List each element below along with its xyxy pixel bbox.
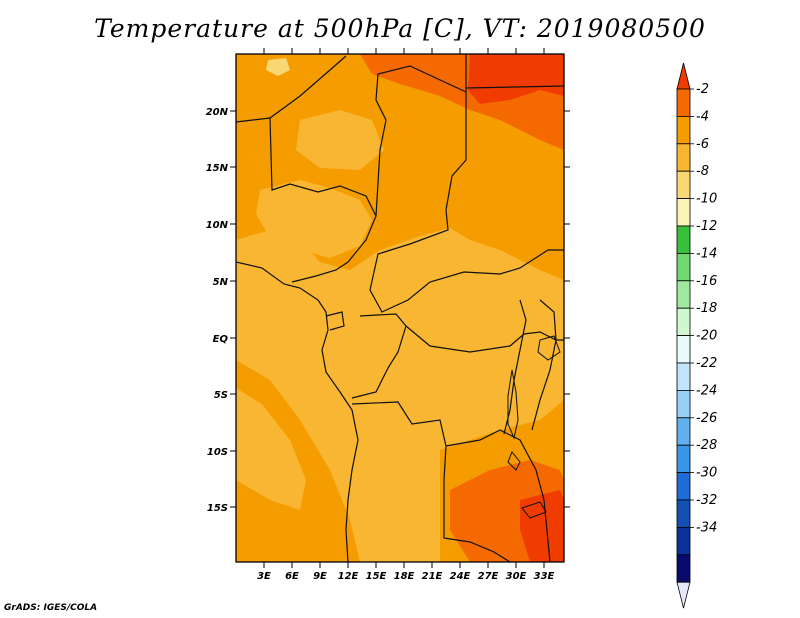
colorbar-swatch [676, 198, 691, 227]
longitude-axis [263, 48, 545, 568]
colorbar-label: -22 [696, 356, 717, 371]
colorbar-label: -24 [696, 383, 717, 398]
colorbar-swatch [676, 527, 691, 556]
lon-label: 30E [506, 571, 527, 582]
colorbar-label: -6 [696, 137, 709, 152]
lat-label: 5N [213, 277, 229, 288]
grads-credit: GrADS: IGES/COLA [4, 603, 98, 613]
colorbar-swatch [676, 499, 691, 528]
lon-label: 18E [394, 571, 415, 582]
southeast-hottest-region [520, 490, 564, 562]
colorbar: -2 -4 -6 -8 -10 -12 -14 -16 -18 -20 -22 -24 -26 -28 -3… [676, 62, 717, 609]
colorbar-bottom-arrow [676, 581, 691, 609]
lon-label: 6E [285, 571, 299, 582]
colorbar-label: -10 [696, 192, 717, 207]
colorbar-swatch [676, 335, 691, 364]
lon-label: 9E [313, 571, 327, 582]
colorbar-swatch [676, 88, 691, 117]
lon-label: 24E [450, 571, 471, 582]
colorbar-label: -28 [696, 438, 717, 453]
lat-label: 10S [207, 447, 228, 458]
colorbar-label: -14 [696, 246, 717, 261]
colorbar-label: -4 [696, 109, 709, 124]
colorbar-label: -2 [696, 82, 709, 97]
colorbar-label: -8 [696, 164, 709, 179]
sahel-patch [256, 180, 372, 258]
lon-label: 3E [257, 571, 271, 582]
lat-label: 15N [206, 163, 229, 174]
colorbar-label: -32 [696, 493, 717, 508]
colorbar-label: -16 [696, 274, 717, 289]
map-title: Temperature at 500hPa [C], VT: 201908050… [94, 14, 706, 43]
map-frame [235, 53, 565, 563]
latitude-axis [230, 110, 570, 508]
colorbar-swatch [676, 417, 691, 446]
colorbar-label: -34 [696, 520, 717, 535]
colorbar-label: -18 [696, 301, 717, 316]
atlantic-light-band [236, 388, 306, 510]
colorbar-swatch [676, 444, 691, 474]
colorbar-swatch [676, 225, 691, 254]
country-borders [236, 54, 564, 562]
northern-light-patch [296, 110, 384, 170]
northeast-hottest-region [468, 54, 564, 104]
lake-outlines [507, 335, 561, 519]
colorbar-top-arrow [676, 62, 691, 90]
colorbar-swatch [676, 170, 691, 199]
colorbar-swatch [676, 554, 691, 583]
lon-label: 12E [338, 571, 359, 582]
colorbar-swatch [676, 472, 691, 501]
colorbar-swatch [676, 116, 691, 145]
colorbar-swatch [676, 389, 691, 419]
colorbar-swatch [676, 307, 691, 337]
lat-label: 10N [206, 220, 229, 231]
lon-label: 15E [366, 571, 387, 582]
pale-speck [266, 58, 290, 76]
colorbar-swatch [676, 252, 691, 282]
lat-label: EQ [213, 334, 229, 345]
colorbar-label: -12 [696, 219, 717, 234]
lon-label: 21E [422, 571, 443, 582]
latitude-labels: 20N 15N 10N 5N EQ 5S 10S 15S [206, 107, 229, 514]
colorbar-swatch [676, 280, 691, 309]
lat-label: 20N [206, 107, 229, 118]
colorbar-swatch [676, 362, 691, 391]
lat-label: 15S [207, 503, 228, 514]
lon-label: 27E [478, 571, 499, 582]
temperature-field [236, 54, 564, 562]
colorbar-label: -26 [696, 411, 717, 426]
colorbar-swatch [676, 143, 691, 172]
colorbar-label: -30 [696, 466, 717, 481]
colorbar-label: -20 [696, 329, 717, 344]
longitude-labels: 3E 6E 9E 12E 15E 18E 21E 24E 27E 30E 33E [257, 571, 554, 582]
lat-label: 5S [214, 390, 228, 401]
lon-label: 33E [534, 571, 555, 582]
